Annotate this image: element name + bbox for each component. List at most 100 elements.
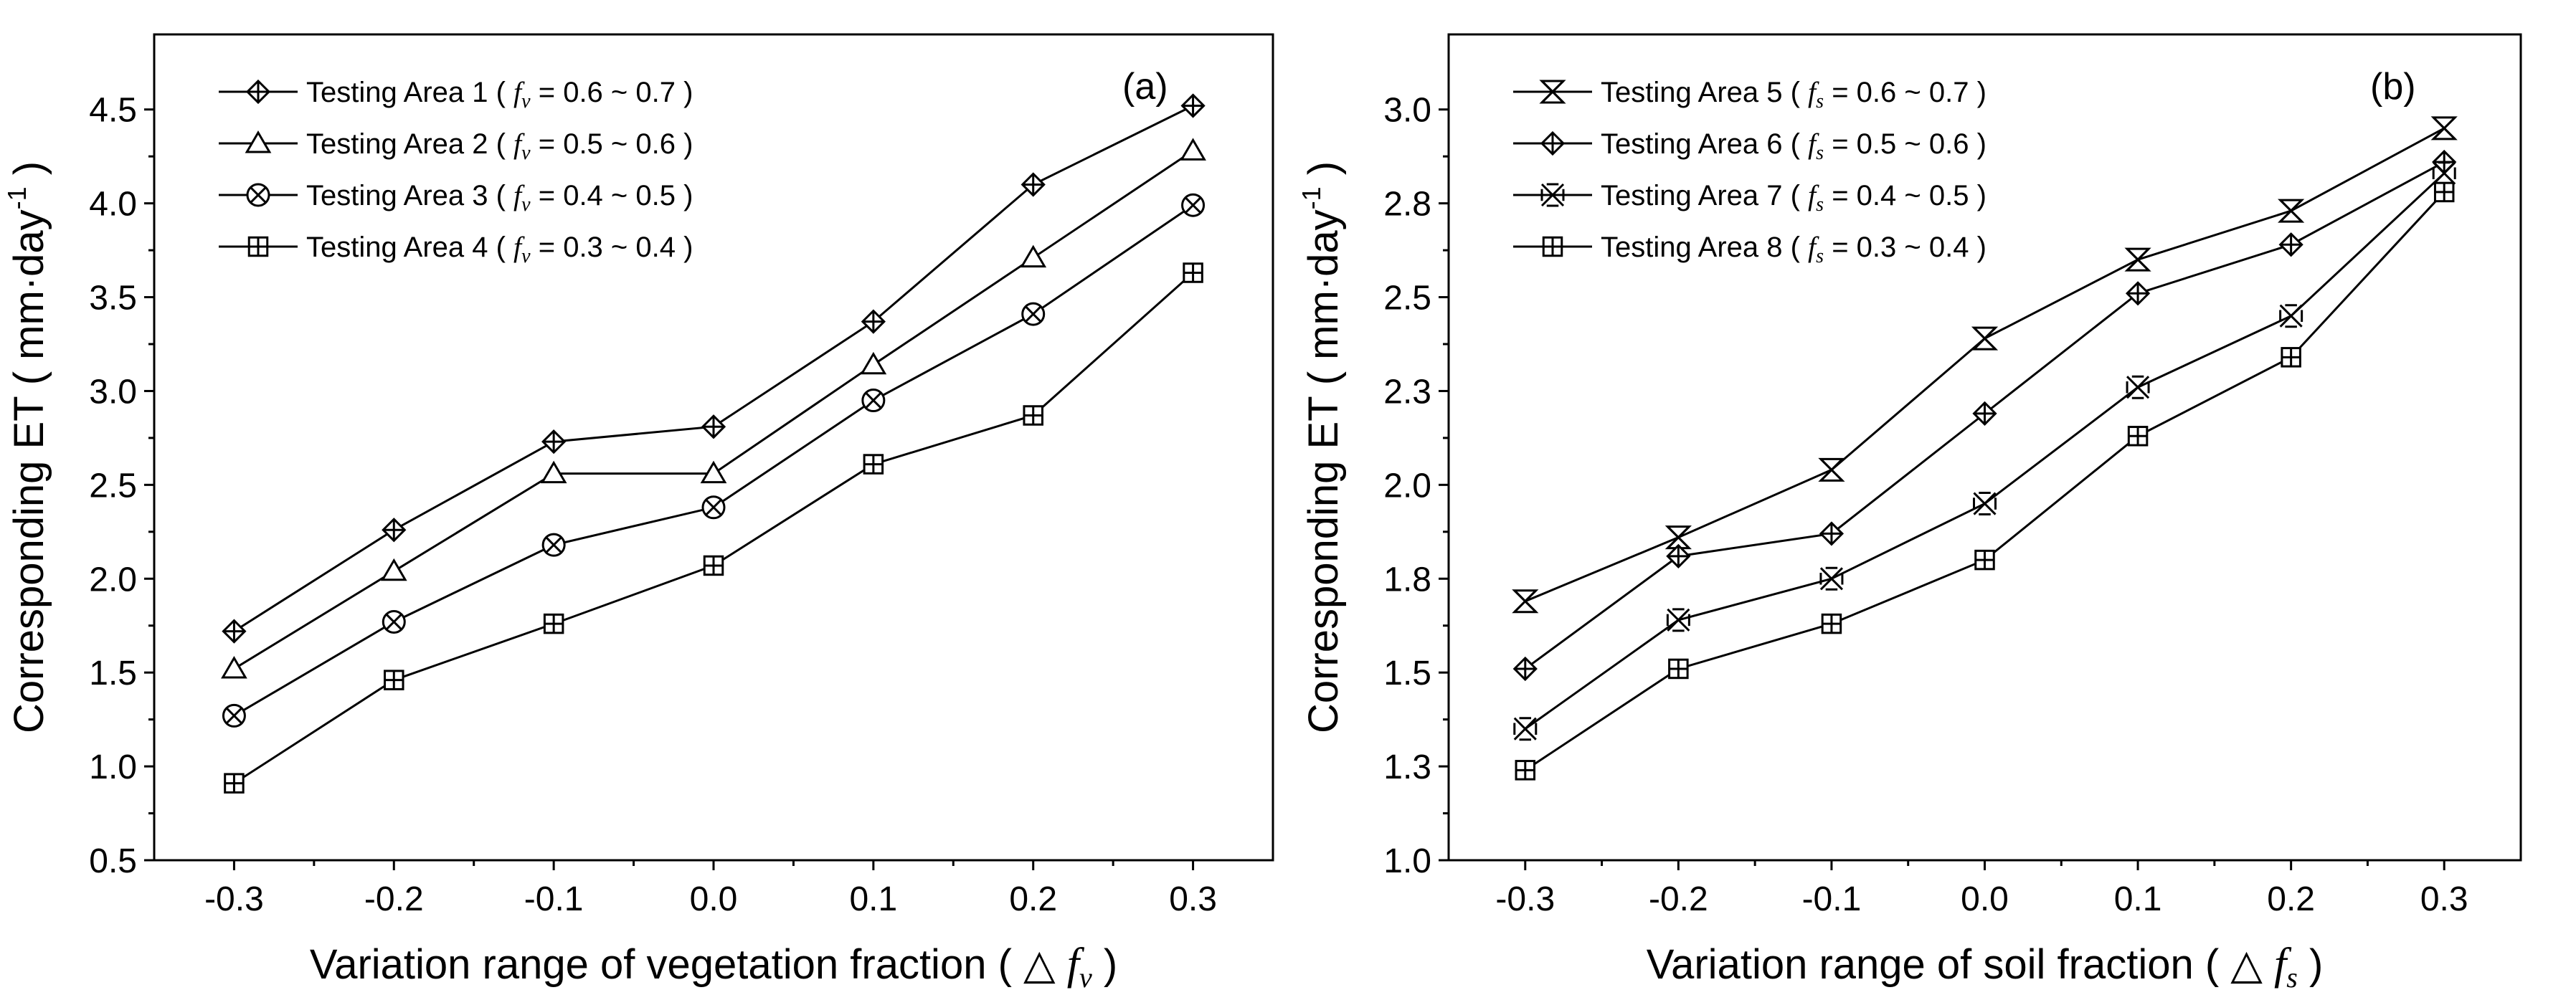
marker-square-plus [2127,426,2149,447]
y-tick-label: 3.0 [89,373,137,411]
legend-entry: Testing Area 6 ( fs = 0.5 ~ 0.6 ) [1601,128,1987,164]
marker-diamond-plus [1512,656,1538,682]
x-tick-label: -0.3 [204,880,264,918]
marker-double-x [1666,608,1690,632]
marker-diamond-plus [2278,232,2303,257]
x-tick-label: 0.0 [690,880,738,918]
marker-circle-x [541,533,566,557]
series-line-3 [233,204,1194,717]
legend-entry: Testing Area 4 ( fv = 0.3 ~ 0.4 ) [306,231,693,267]
marker-circle-x [1021,302,1046,326]
x-tick-label: -0.1 [524,880,584,918]
y-tick-label: 3.5 [89,280,137,318]
panel-a: -0.3 -0.2 -0.1 0.0 0.1 0.2 0.3 0.5 1.0 1.5 2.0 2.5 3… [2,33,1274,994]
legend: Testing Area 1 ( fv = 0.6 ~ 0.7 ) Testing… [219,76,693,267]
legend-entry: Testing Area 3 ( fv = 0.4 ~ 0.5 ) [306,179,693,216]
marker-diamond-plus [1180,93,1206,118]
marker-hourglass [1539,80,1566,104]
y-tick-label: 2.5 [89,467,137,505]
marker-diamond-plus [222,619,247,644]
marker-circle-x [382,609,406,634]
marker-square-plus [384,670,404,690]
marker-triangle [700,460,727,484]
series-line-4 [1524,191,2445,771]
panel-label: (b) [2370,66,2416,108]
marker-circle-x [222,703,246,728]
marker-double-x [1819,566,1844,591]
marker-diamond-plus [2125,281,2151,306]
marker-square-plus [1668,658,1689,680]
marker-triangle [1180,138,1206,161]
marker-triangle [860,351,887,375]
marker-square-plus [2433,181,2455,203]
marker-double-x [2126,375,2150,399]
y-tick-label: 1.3 [1383,748,1431,786]
panel-b: -0.3 -0.2 -0.1 0.0 0.1 0.2 0.3 1.0 1.3 1.5 1.8 2.0 2… [1297,33,2522,994]
y-tick-label: 4.0 [89,186,137,224]
x-tick-label: -0.2 [364,880,424,918]
x-tick-label: -0.3 [1495,880,1555,918]
y-tick-label: 2.3 [1383,373,1431,411]
marker-square-plus [863,454,884,475]
marker-diamond-plus [1540,130,1566,156]
marker-circle-x [1181,193,1206,217]
marker-hourglass [2124,247,2151,272]
marker-diamond-plus [382,518,407,543]
y-tick-label: 3.0 [1383,92,1431,130]
y-tick-label: 0.5 [89,842,137,880]
marker-square-plus [703,555,724,576]
x-tick-label: 0.1 [849,880,897,918]
y-tick-label: 2.0 [89,561,137,599]
y-axis-title: Corresponding ET ( mm·day-1 ) [2,161,52,733]
x-tick-label: -0.1 [1802,880,1862,918]
marker-circle-x [246,183,270,207]
legend-entry: Testing Area 5 ( fs = 0.6 ~ 0.7 ) [1601,76,1987,113]
x-tick-label: 0.0 [1961,880,2009,918]
marker-diamond-plus [861,309,886,334]
marker-double-x [1540,183,1565,207]
marker-diamond-plus [541,429,567,454]
legend: Testing Area 5 ( fs = 0.6 ~ 0.7 ) Testing… [1513,76,1987,267]
marker-square-plus [1974,549,1995,571]
y-tick-label: 1.8 [1383,561,1431,599]
panel-label: (a) [1122,66,1168,108]
marker-diamond-plus [1021,172,1046,197]
legend-entry: Testing Area 1 ( fv = 0.6 ~ 0.7 ) [306,76,693,113]
series-line-2 [233,150,1194,670]
marker-square-plus [1023,405,1043,426]
marker-circle-x [701,495,726,520]
legend-entry: Testing Area 8 ( fs = 0.3 ~ 0.4 ) [1601,231,1987,267]
marker-square-plus [1821,613,1842,634]
y-tick-label: 1.5 [1383,654,1431,692]
marker-double-x [1973,492,1997,516]
marker-hourglass [2278,199,2305,223]
x-tick-label: 0.1 [2114,880,2162,918]
marker-diamond-plus [701,414,726,439]
y-tick-label: 2.5 [1383,280,1431,318]
marker-square-plus [1515,760,1536,781]
marker-hourglass [1665,525,1692,550]
marker-hourglass [1512,589,1539,614]
y-tick-label: 2.0 [1383,467,1431,505]
y-tick-label: 2.8 [1383,186,1431,224]
marker-triangle [540,460,567,484]
marker-triangle [221,655,247,679]
marker-hourglass [1818,457,1845,482]
marker-hourglass [2430,116,2458,141]
marker-square-plus [224,773,245,794]
x-axis-title: Variation range of soil fraction ( △ fs … [1647,940,2324,994]
marker-circle-x [861,389,886,413]
x-tick-label: 0.3 [1169,880,1217,918]
marker-square-plus [1542,236,1563,257]
marker-double-x [2432,161,2456,186]
marker-triangle [1020,244,1047,268]
y-tick-label: 1.0 [89,748,137,786]
marker-double-x [2279,304,2303,328]
y-tick-label: 4.5 [89,92,137,130]
y-tick-label: 1.5 [89,654,137,692]
x-tick-label: 0.2 [1009,880,1057,918]
y-axis-title: Corresponding ET ( mm·day-1 ) [1297,161,1347,733]
marker-diamond-plus [1972,401,1997,426]
marker-hourglass [1971,326,1999,351]
